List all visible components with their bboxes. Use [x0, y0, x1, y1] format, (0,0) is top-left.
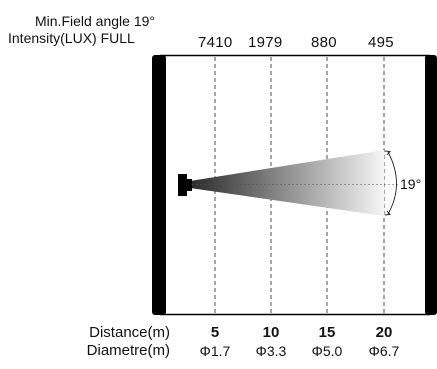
right-wall [425, 55, 437, 315]
field-angle-label: Min.Field angle 19° [35, 13, 155, 29]
arc-arrow-top [384, 150, 391, 156]
distance-5: 5 [210, 324, 220, 341]
fixture-body [178, 174, 187, 196]
fixture-lens [186, 179, 192, 191]
left-wall [152, 55, 166, 315]
distance-20: 20 [375, 324, 393, 341]
beam-angle-label: 19° [399, 176, 423, 192]
distance-row-label: Distance(m) [89, 324, 170, 341]
distance-15: 15 [318, 324, 336, 341]
angle-arc [387, 151, 397, 215]
diameter-15m: Φ5.0 [311, 343, 343, 359]
intensity-label: Intensity(LUX) FULL [8, 30, 135, 46]
arc-arrow-bottom [384, 210, 391, 216]
lux-value-20m: 495 [368, 34, 394, 51]
diameter-20m: Φ6.7 [368, 343, 400, 359]
diameter-5m: Φ1.7 [199, 343, 231, 359]
light-beam [190, 150, 384, 216]
distance-10: 10 [262, 324, 280, 341]
lux-value-5m: 7410 [198, 34, 233, 51]
diameter-row-label: Diametre(m) [86, 342, 170, 359]
lux-value-10m: 1979 [248, 34, 283, 51]
lux-value-15m: 880 [311, 34, 337, 51]
diameter-10m: Φ3.3 [255, 343, 287, 359]
